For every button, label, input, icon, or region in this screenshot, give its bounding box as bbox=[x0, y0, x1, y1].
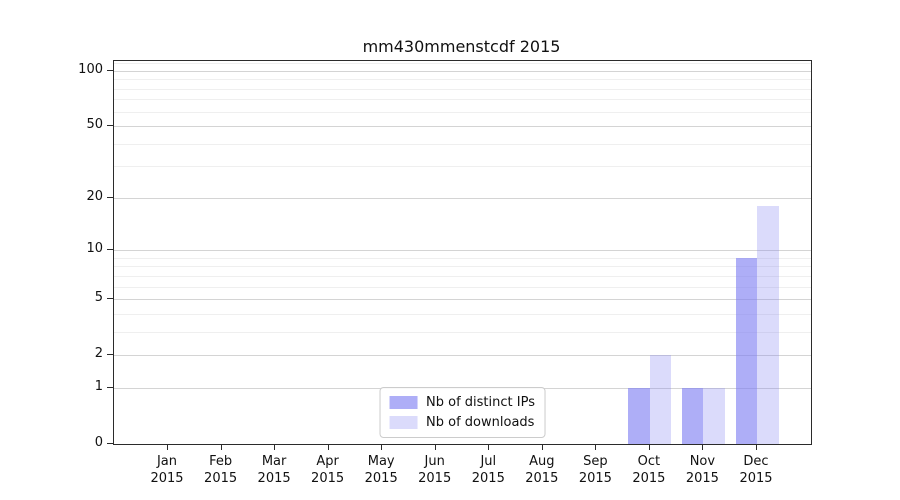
x-tick-year: 2015 bbox=[578, 471, 612, 486]
minor-gridline bbox=[114, 286, 811, 288]
minor-gridline bbox=[114, 275, 811, 277]
minor-gridline bbox=[114, 313, 811, 315]
minor-gridline bbox=[114, 257, 811, 259]
y-tick-mark bbox=[107, 69, 113, 71]
x-tick-month: Jun bbox=[424, 454, 445, 469]
x-tick-mark bbox=[756, 444, 757, 450]
x-tick-month: Jan bbox=[156, 454, 178, 469]
legend-label-downloads: Nb of downloads bbox=[426, 415, 535, 430]
x-tick-month: Feb bbox=[209, 454, 233, 469]
x-tick-year: 2015 bbox=[685, 471, 719, 486]
bar bbox=[681, 387, 704, 444]
legend-label-distinct-ips: Nb of distinct IPs bbox=[426, 395, 535, 410]
x-tick-label: Oct 2015 bbox=[619, 453, 679, 487]
minor-gridline bbox=[114, 331, 811, 333]
y-tick-mark bbox=[107, 196, 113, 198]
x-tick-mark bbox=[488, 444, 490, 450]
x-tick-label: Jan 2015 bbox=[137, 453, 197, 487]
y-tick-mark bbox=[107, 386, 113, 388]
y-tick-label: 5 bbox=[94, 290, 103, 306]
minor-gridline bbox=[114, 88, 811, 90]
x-tick-mark bbox=[381, 444, 383, 450]
x-tick-year: 2015 bbox=[204, 471, 238, 486]
plot-area: Nb of distinct IPs Nb of downloads bbox=[113, 60, 812, 445]
x-tick-year: 2015 bbox=[471, 471, 505, 486]
x-tick-label: Jun 2015 bbox=[405, 453, 465, 487]
x-tick-label: Aug 2015 bbox=[512, 453, 572, 487]
x-tick-mark bbox=[648, 444, 650, 450]
chart-title: mm430mmenstcdf 2015 bbox=[362, 37, 561, 56]
x-tick-month: Jul bbox=[480, 454, 497, 469]
x-tick-mark bbox=[274, 444, 276, 450]
x-tick-label: Jul 2015 bbox=[458, 453, 518, 487]
y-tick-label: 1 bbox=[94, 378, 103, 394]
x-tick-month: Aug bbox=[529, 454, 555, 469]
x-tick-year: 2015 bbox=[739, 471, 773, 486]
bar bbox=[735, 257, 757, 444]
x-tick-year: 2015 bbox=[364, 471, 398, 486]
x-tick-month: Dec bbox=[743, 454, 769, 469]
bar bbox=[649, 355, 672, 444]
major-gridline bbox=[114, 70, 811, 72]
x-tick-month: Sep bbox=[583, 454, 608, 469]
major-gridline bbox=[114, 355, 811, 357]
x-tick-label: Dec 2015 bbox=[726, 453, 786, 487]
x-tick-month: Apr bbox=[316, 454, 339, 469]
y-tick-mark bbox=[107, 125, 113, 126]
x-tick-month: Oct bbox=[637, 454, 661, 469]
y-tick-label: 2 bbox=[94, 346, 103, 362]
legend-swatch-distinct-ips bbox=[389, 396, 418, 409]
minor-gridline bbox=[114, 79, 811, 81]
x-tick-mark bbox=[595, 444, 597, 450]
x-tick-year: 2015 bbox=[525, 471, 559, 486]
x-tick-month: Mar bbox=[261, 454, 287, 469]
major-gridline bbox=[114, 126, 811, 127]
x-tick-year: 2015 bbox=[418, 471, 452, 486]
x-tick-year: 2015 bbox=[311, 471, 345, 486]
x-tick-label: May 2015 bbox=[351, 453, 411, 487]
y-tick-label: 20 bbox=[86, 188, 103, 204]
legend-item-downloads: Nb of downloads bbox=[389, 415, 535, 430]
x-tick-label: Apr 2015 bbox=[298, 453, 358, 487]
x-tick-year: 2015 bbox=[257, 471, 291, 486]
y-tick-mark bbox=[107, 298, 113, 300]
y-tick-label: 50 bbox=[86, 117, 103, 132]
x-tick-mark bbox=[434, 444, 436, 450]
y-tick-label: 10 bbox=[86, 241, 103, 257]
minor-gridline bbox=[114, 143, 811, 145]
legend-item-distinct-ips: Nb of distinct IPs bbox=[389, 395, 535, 410]
legend-swatch-downloads bbox=[389, 416, 418, 429]
minor-gridline bbox=[114, 99, 811, 101]
x-tick-mark bbox=[220, 444, 222, 450]
legend: Nb of distinct IPs Nb of downloads bbox=[379, 387, 546, 438]
x-tick-mark bbox=[167, 444, 168, 450]
major-gridline bbox=[114, 299, 811, 301]
y-tick-mark bbox=[107, 354, 113, 356]
x-tick-year: 2015 bbox=[632, 471, 666, 486]
x-tick-label: Mar 2015 bbox=[244, 453, 304, 487]
bar bbox=[703, 387, 725, 444]
minor-gridline bbox=[114, 166, 811, 168]
major-gridline bbox=[114, 197, 811, 199]
x-tick-year: 2015 bbox=[150, 471, 184, 486]
x-tick-label: Sep 2015 bbox=[565, 453, 625, 487]
bar bbox=[757, 205, 779, 444]
x-tick-month: Nov bbox=[689, 454, 716, 469]
bar bbox=[628, 387, 650, 444]
minor-gridline bbox=[114, 266, 811, 268]
major-gridline bbox=[114, 250, 811, 252]
x-tick-mark bbox=[702, 444, 704, 450]
y-tick-mark bbox=[107, 249, 113, 251]
y-tick-label: 100 bbox=[78, 61, 103, 77]
x-tick-month: May bbox=[367, 454, 395, 469]
minor-gridline bbox=[114, 111, 811, 113]
x-tick-label: Nov 2015 bbox=[672, 453, 732, 487]
y-tick-mark bbox=[107, 443, 113, 444]
x-tick-mark bbox=[327, 444, 329, 450]
minor-gridline bbox=[114, 63, 811, 65]
y-tick-label: 0 bbox=[94, 435, 103, 450]
x-tick-label: Feb 2015 bbox=[191, 453, 251, 487]
x-tick-mark bbox=[541, 444, 543, 450]
